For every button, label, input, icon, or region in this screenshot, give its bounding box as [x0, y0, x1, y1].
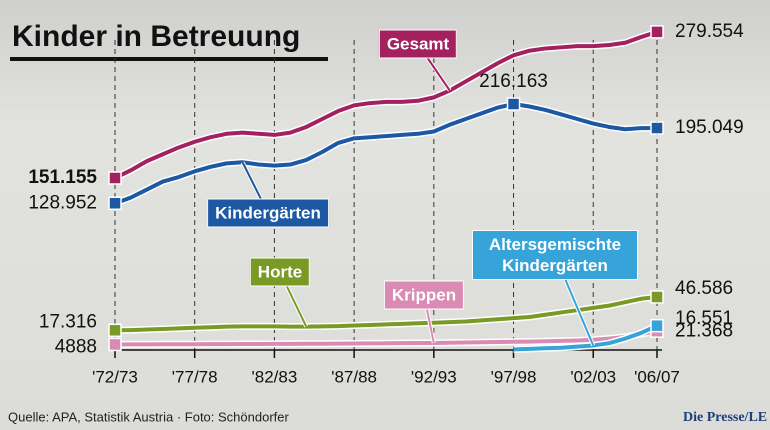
series-label: Krippen — [384, 281, 464, 310]
chart: Kinder in Betreuung Quelle: APA, Statist… — [0, 0, 770, 430]
series-label: Altersgemischte Kindergärten — [472, 230, 638, 280]
point-marker — [651, 122, 663, 134]
point-marker — [109, 338, 121, 350]
x-tick-label: '82/83 — [252, 367, 298, 386]
title-rule — [10, 57, 328, 61]
point-marker — [109, 197, 121, 209]
point-marker — [109, 172, 121, 184]
x-tick-label: '87/88 — [331, 367, 377, 386]
source: Quelle: APA, Statistik Austria · Foto: S… — [8, 409, 290, 424]
chart-title: Kinder in Betreuung — [12, 20, 300, 53]
value-label: 128.952 — [28, 192, 97, 213]
value-label: 4888 — [55, 336, 97, 357]
value-label: 279.554 — [675, 21, 744, 42]
series-label: Gesamt — [379, 30, 457, 59]
point-marker — [109, 324, 121, 336]
x-tick-label: '97/98 — [491, 367, 537, 386]
series-line — [115, 104, 657, 203]
value-label: 21.368 — [675, 321, 733, 342]
brand: Die Presse/LE — [683, 410, 767, 425]
value-label: 151.155 — [28, 167, 97, 188]
point-marker — [651, 26, 663, 38]
value-label: 17.316 — [39, 311, 97, 332]
chart-svg: Kinder in Betreuung Quelle: APA, Statist… — [0, 0, 770, 430]
value-label: 46.586 — [675, 278, 733, 299]
x-tick-label: '92/93 — [411, 367, 457, 386]
series-label: Kindergärten — [207, 199, 329, 228]
x-tick-label: '72/73 — [92, 367, 138, 386]
x-tick-label: '06/07 — [634, 367, 680, 386]
x-tick-label: '02/03 — [570, 367, 616, 386]
point-marker — [651, 320, 663, 332]
value-label: 195.049 — [675, 117, 744, 138]
value-label: 216.163 — [479, 71, 548, 92]
series-label: Horte — [250, 258, 310, 287]
point-marker — [508, 98, 520, 110]
point-marker — [651, 291, 663, 303]
x-tick-label: '77/78 — [172, 367, 218, 386]
